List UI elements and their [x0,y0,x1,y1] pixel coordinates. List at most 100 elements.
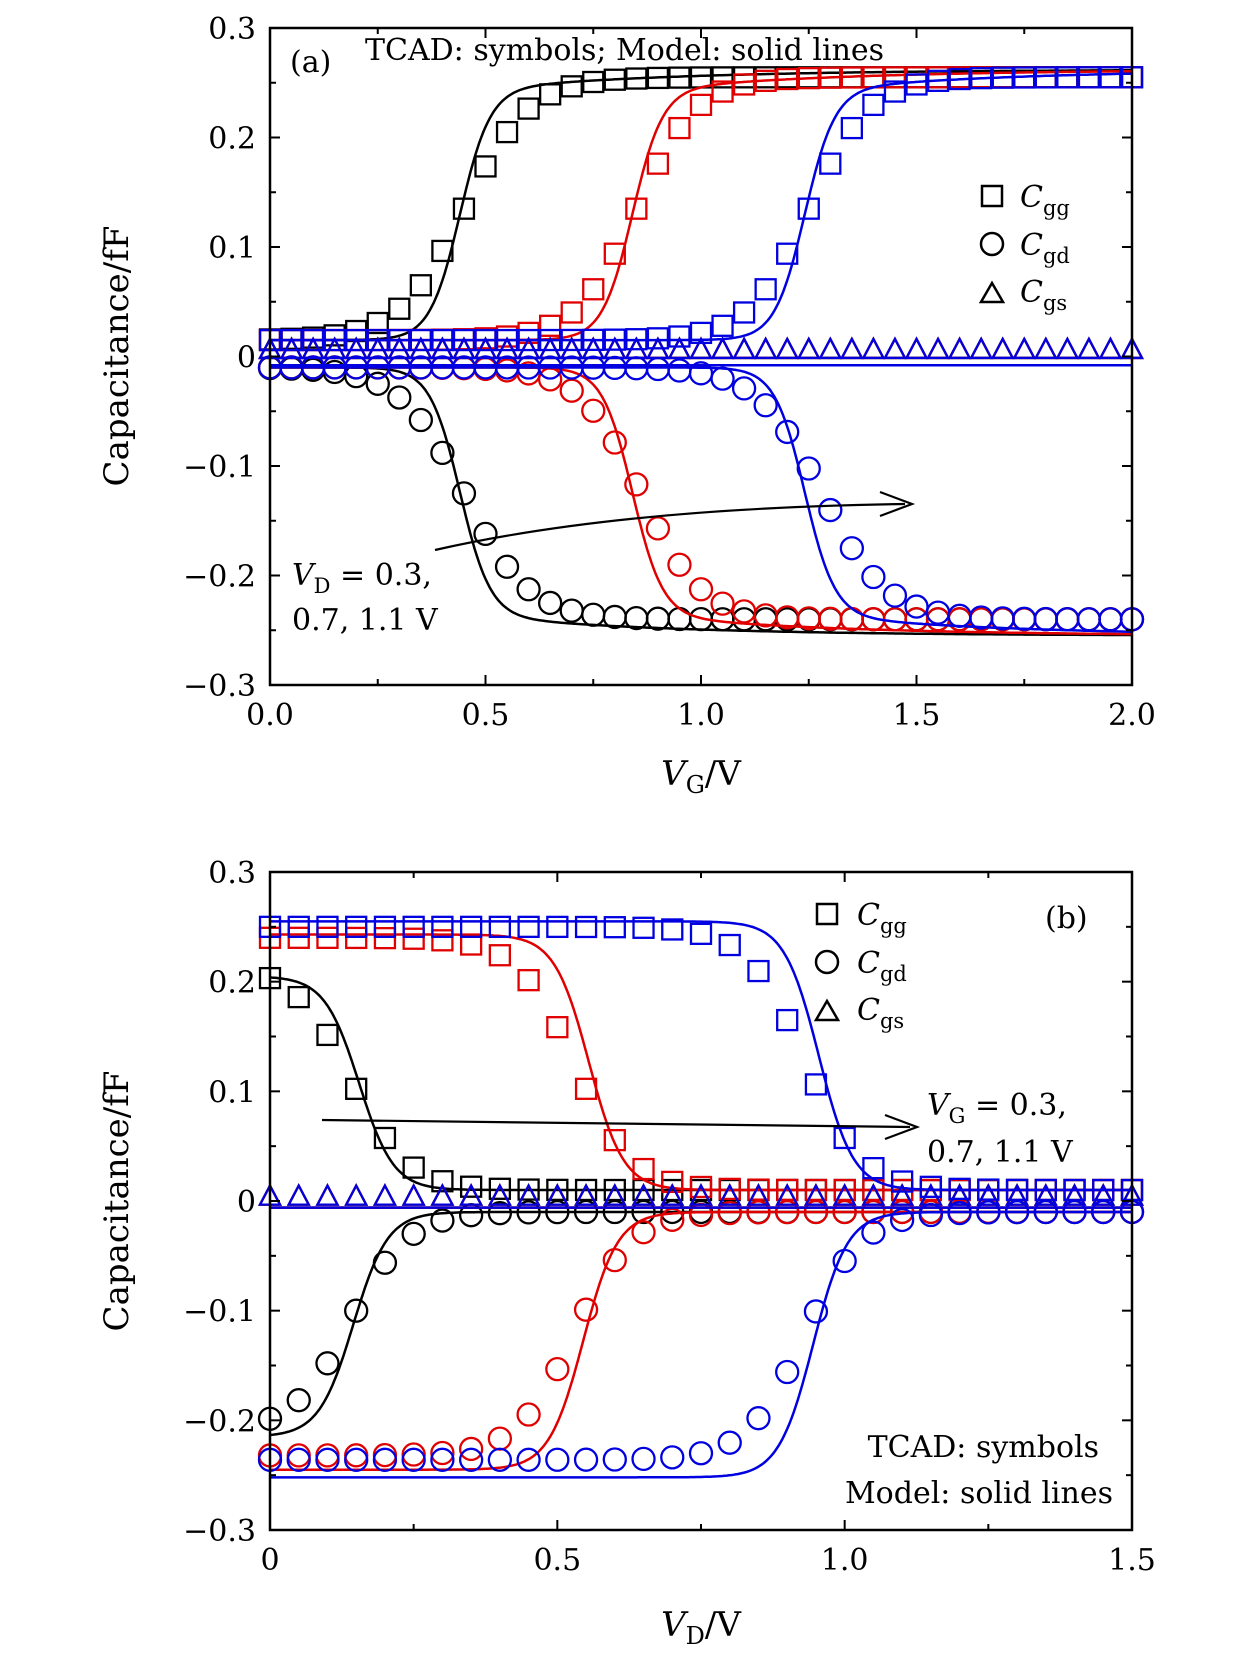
tcad-cgg-point [668,66,691,89]
x-tick-label: 0.5 [462,698,510,733]
tcad-cgs-point [1055,336,1080,360]
tcad-cgg-point [890,1170,914,1193]
tcad-cgs-point [602,336,627,360]
tcad-cgg-point [668,116,691,140]
tcad-cgg-point [287,915,310,938]
tcad-cgs-point [408,336,433,360]
tcad-cgg-point [732,73,756,96]
tcad-cgs-point [365,336,390,360]
tcad-cgg-point [661,918,684,941]
tcad-cgs-point [660,1183,685,1206]
tcad-cgs-point [832,1183,857,1206]
tcad-cgs-point [732,336,757,360]
tcad-cgg-point [689,66,713,89]
tcad-cgg-point [840,116,863,140]
tcad-cgg-point [747,1178,770,1201]
y-tick-label: −0.2 [183,1404,256,1439]
tcad-cgs-point [408,336,433,360]
legend-circle-marker [979,231,1005,257]
tcad-cgg-point [797,66,820,90]
tcad-cgs-point [538,336,563,360]
tcad-cgg-point [732,66,756,89]
tcad-cgg-point [625,328,648,351]
tcad-cgd-point [1062,1199,1087,1225]
tcad-cgs-point [473,336,498,360]
tcad-cgg-point [402,915,425,938]
panel-a-note: TCAD: symbols; Model: solid lines [365,33,884,68]
tcad-cgs-point [301,336,326,360]
panel-a-tick-labels: 0.0 0.5 1.0 1.5 2.0 0.3 0.2 0.1 0 −0.1 −0.2 −0.3 [183,12,1156,733]
tcad-cgd-point [573,1447,599,1472]
tcad-cgg-point [517,97,540,120]
tcad-cgd-point [458,1436,484,1462]
tcad-cgg-point [323,324,346,347]
tcad-cgd-point [401,1221,426,1246]
tcad-cgg-point [316,1023,339,1047]
tcad-cgs-point [775,336,800,360]
tcad-cgd-point [796,456,821,481]
panel-a-annotation-line2: 0.7, 1.1 V [292,603,439,638]
panel-b-xlabel: VD/V [661,1605,742,1650]
tcad-cgd-point [818,497,843,523]
tcad-cgd-point [430,440,455,466]
legend-triangle-marker [813,998,841,1022]
tcad-cgs-point [495,336,519,360]
tcad-cgg-point [517,969,540,992]
x-tick-label: 1.5 [1108,1543,1156,1578]
tcad-cgs-point [804,1183,828,1206]
y-tick-label: −0.1 [183,1295,256,1330]
tcad-cgd-point [904,607,929,632]
tcad-cgs-point [883,336,907,360]
tcad-cgg-point [905,66,928,89]
tcad-cgg-point [323,328,346,352]
legend-triangle-marker [978,280,1006,304]
panel-b-annotation-line2: 0.7, 1.1 V [927,1135,1074,1170]
tcad-cgd-point [408,407,434,433]
tcad-cgd-point [602,1447,627,1472]
tcad-cgs-point [990,336,1015,360]
tcad-cgg-point [711,314,734,337]
legend-cgs: Cgs [857,993,904,1033]
tcad-cgd-point [717,1430,742,1455]
tcad-cgg-point [488,1177,512,1200]
tcad-cgs-point [969,336,994,360]
tcad-cgs-point [624,336,649,360]
tcad-cgs-point [1033,336,1058,360]
tcad-cgs-point [373,1183,397,1206]
tcad-cgg-point [883,80,907,103]
tcad-cgg-point [718,1177,741,1201]
tcad-cgs-point [602,336,627,360]
tcad-cgs-point [559,336,584,360]
tcad-cgd-point [667,358,692,383]
tcad-cgg-point [539,328,562,352]
tcad-cgg-point [776,67,799,91]
tcad-cgs-point [574,1183,598,1206]
tcad-cgs-point [839,336,864,360]
tcad-cgg-point [1013,66,1036,89]
tcad-cgg-point [459,915,483,938]
tcad-cgd-point [430,1208,455,1233]
tcad-cgg-point [546,1016,569,1039]
legend-cgg: Cgg [1020,180,1070,220]
tcad-cgg-point [517,1178,540,1201]
tcad-cgd-point [387,385,412,410]
tcad-cgs-point [1012,336,1037,360]
tcad-cgs-point [322,336,347,360]
tcad-cgd-point [1055,607,1080,632]
tcad-cgg-point [388,328,411,352]
tcad-cgs-point [1012,336,1037,360]
tcad-cgs-point [487,1183,512,1206]
tcad-cgd-point [559,598,584,623]
tcad-cgd-point [746,1406,771,1431]
tcad-cgs-point [401,1183,426,1206]
tcad-cgs-point [495,336,519,360]
panel-a-label: (a) [290,45,331,80]
tcad-cgg-point [603,328,626,351]
tcad-cgs-point [796,336,821,360]
tcad-cgd-point [803,1299,829,1324]
tcad-cgg-point [977,1178,1000,1201]
tcad-cgd-point [904,594,929,619]
y-tick-label: 0.1 [208,231,256,266]
panel-b-ylabel: Capacitance/fF [97,1071,137,1332]
tcad-cgg-point [474,155,497,178]
